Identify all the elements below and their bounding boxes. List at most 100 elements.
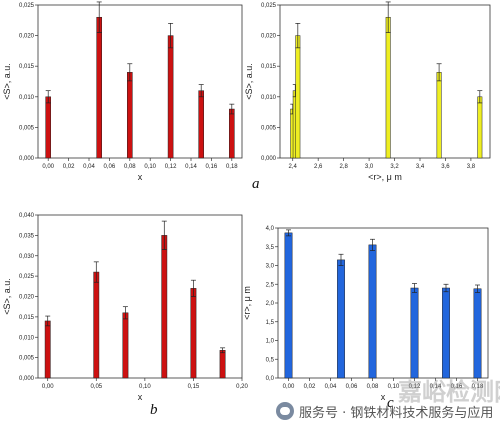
x-tick-label: 0,16 bbox=[451, 384, 463, 390]
bar bbox=[284, 232, 293, 379]
bar bbox=[337, 259, 345, 379]
chart-a-left: 0,000 0,005 0,010 0,015 0,020 0,025 0,00 0,02 0,… bbox=[2, 1, 243, 182]
x-axis-label: x bbox=[381, 392, 386, 402]
watermark: 服务号 · 钢铁材料技术服务与应用 bbox=[276, 398, 498, 424]
x-axis-label: x bbox=[138, 392, 143, 402]
y-tick-label: 0,025 bbox=[261, 3, 277, 9]
bar bbox=[122, 312, 129, 379]
bar bbox=[198, 90, 204, 159]
bar bbox=[190, 288, 197, 379]
bar bbox=[473, 288, 482, 379]
y-axis-label: <S>, a.u. bbox=[244, 63, 254, 100]
bar bbox=[93, 271, 100, 379]
y-tick-label: 0,000 bbox=[19, 156, 35, 162]
y-tick-label: 0,005 bbox=[261, 125, 277, 131]
x-tick-label: 3,2 bbox=[390, 164, 399, 170]
y-axis-label: <S>, a.u. bbox=[2, 278, 12, 315]
panel-label-c: c bbox=[387, 395, 394, 411]
y-tick-label: 0,010 bbox=[19, 95, 35, 101]
x-tick-label: 0,05 bbox=[90, 384, 102, 390]
y-tick-label: 2,5 bbox=[266, 282, 275, 288]
x-tick-label: 3,6 bbox=[441, 164, 450, 170]
bar bbox=[44, 320, 51, 379]
wechat-icon bbox=[276, 402, 294, 420]
x-tick-label: 0,06 bbox=[104, 164, 116, 170]
x-tick-label: 0,12 bbox=[409, 384, 421, 390]
bar bbox=[385, 16, 391, 159]
panel-label-a: a bbox=[252, 176, 260, 192]
y-tick-label: 0,025 bbox=[19, 274, 35, 280]
chart-c: 0,0 0,5 1,0 1,5 2,0 2,5 3,0 3,5 4,0 0,00 0,02 0,04 0… bbox=[242, 226, 489, 402]
bar bbox=[410, 287, 419, 379]
x-tick-label: 0,02 bbox=[63, 164, 75, 170]
y-tick-label: 0,020 bbox=[19, 295, 35, 301]
x-tick-label: 2,6 bbox=[314, 164, 323, 170]
watermark-text: 服务号 · 钢铁材料技术服务与应用 bbox=[299, 405, 494, 421]
y-tick-label: 0,010 bbox=[261, 95, 277, 101]
bar bbox=[127, 72, 133, 159]
y-tick-label: 0,020 bbox=[19, 34, 35, 40]
bar bbox=[477, 96, 483, 159]
plot-frame bbox=[37, 4, 243, 159]
plot-frame bbox=[277, 227, 489, 379]
y-tick-label: 0,005 bbox=[19, 356, 35, 362]
x-tick-label: 0,18 bbox=[226, 164, 238, 170]
x-tick-label: 3,8 bbox=[467, 164, 476, 170]
bar bbox=[295, 35, 301, 159]
x-tick-label: 0,14 bbox=[185, 164, 197, 170]
x-tick-label: 0,10 bbox=[388, 384, 400, 390]
x-tick-label: 0,04 bbox=[325, 384, 337, 390]
y-tick-label: 1,0 bbox=[266, 339, 275, 345]
y-tick-label: 0,030 bbox=[19, 254, 35, 260]
x-tick-label: 0,00 bbox=[42, 164, 54, 170]
panel-label-b: b bbox=[150, 402, 158, 418]
plot-frame bbox=[37, 214, 243, 379]
y-tick-label: 0,035 bbox=[19, 233, 35, 239]
bar bbox=[219, 350, 226, 379]
x-tick-label: 0,00 bbox=[42, 384, 54, 390]
y-tick-label: 0,015 bbox=[19, 315, 35, 321]
x-tick-label: 0,18 bbox=[472, 384, 484, 390]
y-tick-label: 0,010 bbox=[19, 335, 35, 341]
y-axis-label: <r>, μ m bbox=[242, 286, 252, 320]
x-tick-label: 2,8 bbox=[339, 164, 348, 170]
x-tick-label: 0,20 bbox=[236, 384, 248, 390]
x-tick-label: 0,04 bbox=[83, 164, 95, 170]
x-tick-label: 3,4 bbox=[416, 164, 425, 170]
x-tick-label: 0,00 bbox=[283, 384, 295, 390]
x-tick-label: 0,14 bbox=[430, 384, 442, 390]
x-tick-label: 0,08 bbox=[124, 164, 136, 170]
y-tick-label: 0,015 bbox=[261, 64, 277, 70]
x-tick-label: 0,10 bbox=[144, 164, 156, 170]
x-tick-label: 0,06 bbox=[346, 384, 358, 390]
bar bbox=[442, 287, 450, 379]
y-tick-label: 0,000 bbox=[261, 156, 277, 162]
chart-a-right: 0,000 0,005 0,010 0,015 0,020 0,025 2,4 2,6 2,8 3… bbox=[244, 1, 491, 182]
y-tick-label: 4,0 bbox=[266, 226, 275, 232]
x-tick-label: 3,0 bbox=[365, 164, 374, 170]
bar bbox=[96, 16, 103, 159]
bar bbox=[368, 244, 377, 379]
y-tick-label: 0,020 bbox=[261, 34, 277, 40]
y-tick-label: 1,5 bbox=[266, 320, 275, 326]
y-tick-label: 0,040 bbox=[19, 213, 35, 219]
y-tick-label: 0,000 bbox=[19, 376, 35, 382]
x-tick-label: 0,08 bbox=[367, 384, 379, 390]
plot-frame bbox=[279, 4, 491, 159]
y-tick-label: 0,0 bbox=[266, 376, 275, 382]
bar bbox=[45, 96, 52, 159]
x-axis-label: x bbox=[138, 172, 143, 182]
y-tick-label: 0,025 bbox=[19, 3, 35, 9]
x-tick-label: 0,16 bbox=[206, 164, 218, 170]
x-axis-label: <r>, μ m bbox=[368, 172, 402, 182]
y-tick-label: 0,015 bbox=[19, 64, 35, 70]
y-tick-label: 3,0 bbox=[266, 264, 275, 270]
x-tick-label: 2,4 bbox=[289, 164, 298, 170]
y-tick-label: 0,5 bbox=[266, 357, 275, 363]
x-tick-label: 0,12 bbox=[165, 164, 177, 170]
chart-b: 0,000 0,005 0,010 0,015 0,020 0,025 0,030 0,035… bbox=[2, 213, 248, 402]
x-tick-label: 0,15 bbox=[188, 384, 200, 390]
bar bbox=[167, 35, 174, 159]
bar bbox=[436, 72, 442, 159]
y-tick-label: 0,005 bbox=[19, 125, 35, 131]
